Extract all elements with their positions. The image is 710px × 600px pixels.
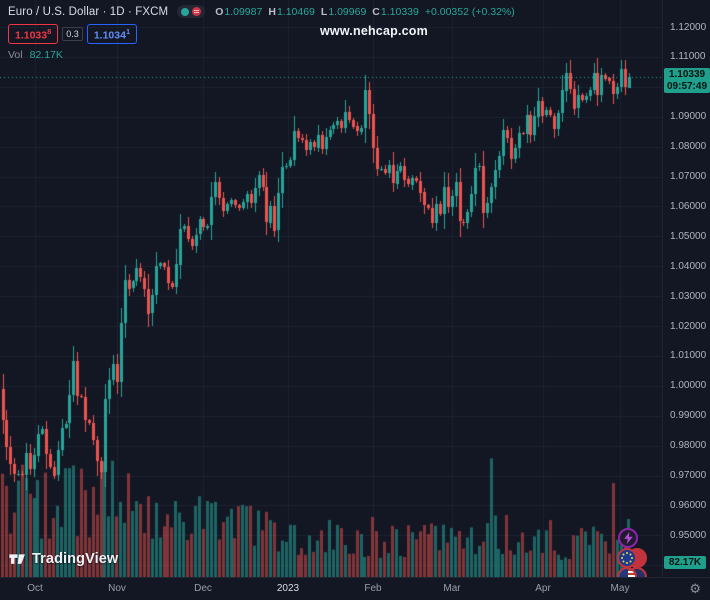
bar-countdown: 09:57:49: [666, 81, 708, 92]
price-tick-label: 1.00000: [670, 380, 707, 392]
volume-legend[interactable]: Vol 82.17K: [8, 49, 515, 61]
time-tick-label: Apr: [535, 583, 551, 594]
price-tick-label: 1.06000: [670, 200, 707, 212]
low-value: 1.09969: [328, 5, 367, 18]
ohlc-values: O1.09987 H1.10469 L1.09969 C1.10339 +0.0…: [215, 5, 515, 18]
open-value: 1.09987: [224, 5, 263, 18]
current-volume-label: 82.17K: [664, 556, 706, 569]
price-tick-label: 0.97000: [670, 470, 707, 481]
time-axis[interactable]: ⚙ Oct Nov Dec 2023 Feb Mar Apr May: [0, 577, 710, 600]
green-dot-icon: [181, 7, 190, 16]
time-tick-label: Feb: [364, 583, 382, 594]
sell-bid-button[interactable]: 1.10338: [8, 24, 59, 44]
price-chart-canvas[interactable]: [0, 0, 662, 577]
price-tick-label: 0.99000: [670, 410, 707, 422]
tradingview-attribution[interactable]: TradingView: [8, 549, 118, 568]
price-tick-label: 1.08000: [670, 141, 707, 153]
time-tick-label: Dec: [194, 583, 212, 594]
price-tick-label: 1.04000: [670, 260, 707, 272]
lightning-bolt-icon: [623, 532, 633, 544]
buy-sell-toggle[interactable]: [177, 5, 206, 18]
price-tick-label: 0.96000: [670, 499, 707, 511]
red-menu-icon: [192, 7, 202, 16]
spread-value: 0.3: [62, 27, 83, 41]
time-tick-label: Nov: [108, 583, 126, 594]
time-tick-label: May: [610, 583, 630, 594]
price-tick-label: 1.01000: [670, 350, 707, 362]
price-tick-label: 1.05000: [670, 230, 707, 242]
symbol-title[interactable]: Euro / U.S. Dollar · 1D · FXCM: [8, 5, 169, 18]
current-price: 1.10339: [668, 69, 706, 80]
eu-flag-icon: [621, 552, 633, 564]
chart-plot-area[interactable]: [0, 0, 662, 577]
tradingview-logo-text: TradingView: [32, 550, 119, 567]
tradingview-logo-icon: [9, 554, 25, 564]
axis-settings-gear-icon[interactable]: ⚙: [689, 581, 701, 596]
price-tick-label: 1.12000: [670, 21, 707, 33]
price-tick-label: 1.02000: [670, 320, 707, 332]
price-tick-label: 1.11000: [670, 51, 706, 63]
eu-flag-event-button[interactable]: [617, 548, 637, 568]
price-tick-label: 1.09000: [670, 111, 707, 123]
price-tick-label: 1.03000: [670, 290, 707, 302]
close-value: 1.10339: [380, 5, 419, 18]
price-tick-label: 0.98000: [670, 440, 707, 452]
flash-events-button[interactable]: [618, 528, 638, 548]
chart-legend: Euro / U.S. Dollar · 1D · FXCM O1.09987 …: [8, 4, 515, 61]
high-value: 1.10469: [276, 5, 315, 18]
price-axis[interactable]: 1.10339 09:57:49 82.17K 1.12000 1.11000 1.…: [662, 0, 710, 577]
change-value: +0.00352 (+0.32%): [424, 5, 515, 18]
buy-ask-button[interactable]: 1.10341: [86, 24, 138, 44]
volume-label: Vol: [8, 49, 23, 61]
price-tick-label: 1.07000: [670, 171, 707, 182]
volume-value: 82.17K: [29, 49, 63, 61]
time-tick-label: Mar: [443, 583, 461, 594]
time-tick-label: 2023: [276, 583, 300, 594]
site-watermark: www.nehcap.com: [320, 24, 428, 38]
us-flag-canton: [619, 569, 628, 577]
current-price-label: 1.10339 09:57:49: [664, 68, 710, 93]
price-tick-label: 0.95000: [670, 529, 707, 541]
time-tick-label: Oct: [27, 583, 43, 594]
